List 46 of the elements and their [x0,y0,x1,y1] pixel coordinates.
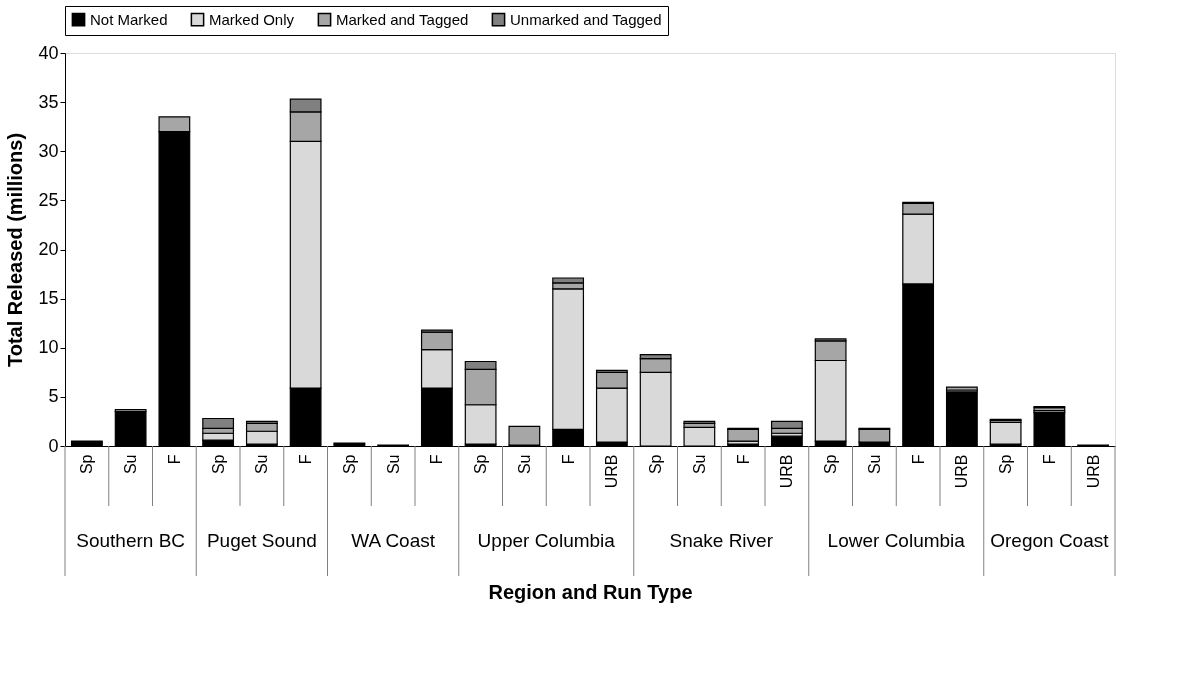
y-tick-label: 15 [38,288,59,309]
x-axis-title: Region and Run Type [488,581,693,604]
y-tick-label: 5 [48,386,59,407]
text: Southern BC [76,530,186,551]
x-tick-label: Su [690,454,708,475]
x-tick-label: F [165,454,183,465]
x-tick-label: Su [253,454,271,475]
y-tick-label: 10 [38,337,59,358]
y-tick-label: 20 [38,239,59,259]
x-tick-label: Sp [340,454,358,475]
x-tick-label: Su [384,454,402,475]
legend-label: Marked Only [209,10,295,28]
y-tick-label: 30 [38,140,59,161]
x-tick-label: Sp [997,454,1015,475]
x-tick-label: Su [122,454,140,475]
text: Lower Columbia [827,530,966,551]
text: Puget Sound [206,530,317,551]
x-tick-label: F [734,454,752,465]
y-axis-title: Total Released (millions) [4,132,27,368]
x-tick-label: Su [515,454,533,475]
x-tick-label: URB [1084,454,1102,489]
text: Upper Columbia [477,530,616,551]
x-tick-label: F [909,454,927,465]
x-tick-label: F [1040,454,1058,465]
legend-label: Not Marked [90,10,168,28]
y-tick-label: 25 [38,189,59,210]
x-tick-label: Sp [822,454,840,475]
x-tick-label: URB [778,454,796,489]
legend-label: Marked and Tagged [336,10,469,28]
y-tick-label: 40 [38,42,59,63]
x-tick-label: Sp [78,454,96,475]
text: WA Coast [351,530,436,551]
text: Oregon Coast [990,530,1110,551]
x-tick-label: Sp [472,454,490,475]
x-tick-label: Sp [209,454,227,475]
x-tick-label: URB [603,454,621,489]
text: Snake River [669,530,774,551]
x-tick-label: F [559,454,577,465]
x-tick-label: Sp [647,454,665,475]
y-tick-label: 35 [38,91,59,112]
y-tick-label: 0 [48,435,59,456]
x-tick-label: URB [953,454,971,489]
x-tick-label: Su [865,454,883,475]
legend-label: Unmarked and Tagged [510,10,662,28]
x-tick-label: F [428,454,446,465]
x-tick-label: F [297,454,315,465]
